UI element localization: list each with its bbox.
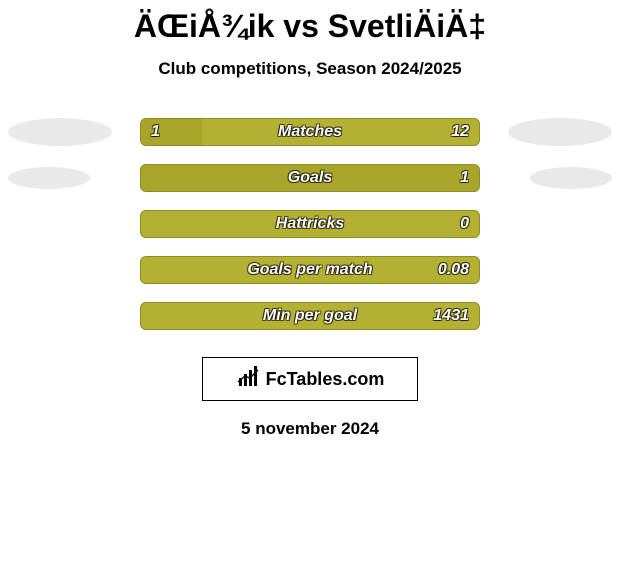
stat-bar: Matches 1 12 — [140, 118, 480, 146]
stat-value-left: 1 — [151, 123, 160, 141]
stat-label: Goals — [288, 169, 332, 187]
stat-row: Goals per match 0.08 — [0, 247, 620, 293]
stat-bar: Goals 1 — [140, 164, 480, 192]
stat-value-right: 0.08 — [438, 261, 469, 279]
player-left-ellipse — [8, 167, 90, 189]
stats-chart: Matches 1 12 Goals 1 Hattricks 0 Goals per matc… — [0, 109, 620, 339]
stat-row: Hattricks 0 — [0, 201, 620, 247]
stat-row: Min per goal 1431 — [0, 293, 620, 339]
stat-value-right: 1431 — [433, 307, 469, 325]
stat-label: Min per goal — [263, 307, 357, 325]
player-right-ellipse — [530, 167, 612, 189]
page-subtitle: Club competitions, Season 2024/2025 — [0, 59, 620, 79]
stat-bar: Goals per match 0.08 — [140, 256, 480, 284]
footer-date: 5 november 2024 — [0, 419, 620, 439]
stat-label: Goals per match — [247, 261, 372, 279]
stat-row: Matches 1 12 — [0, 109, 620, 155]
stat-label: Matches — [278, 123, 342, 141]
stat-value-right: 12 — [451, 123, 469, 141]
stat-label: Hattricks — [276, 215, 344, 233]
player-left-ellipse — [8, 118, 112, 146]
stat-row: Goals 1 — [0, 155, 620, 201]
player-right-ellipse — [508, 118, 612, 146]
stat-value-right: 0 — [460, 215, 469, 233]
stat-bar: Hattricks 0 — [140, 210, 480, 238]
chart-icon — [236, 366, 262, 393]
page-title: ÄŒiÅ¾ik vs SvetliÄiÄ‡ — [0, 8, 620, 45]
stat-bar: Min per goal 1431 — [140, 302, 480, 330]
stat-value-right: 1 — [460, 169, 469, 187]
brand-badge: FcTables.com — [202, 357, 418, 401]
brand-text: FcTables.com — [266, 369, 385, 390]
